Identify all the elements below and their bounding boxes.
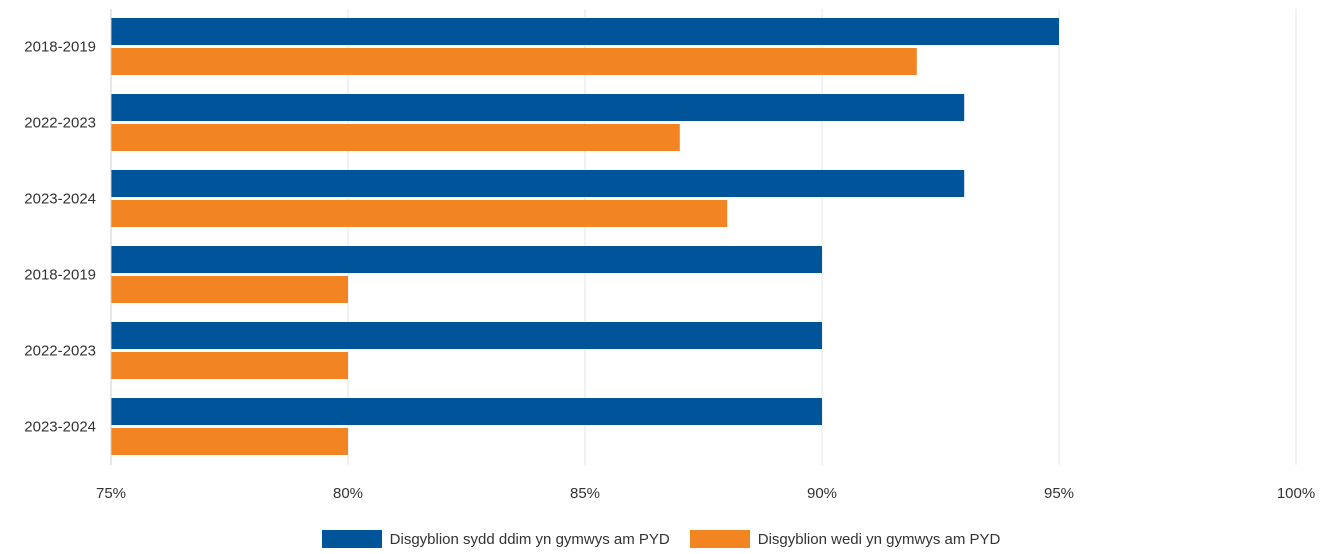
gridlines xyxy=(347,9,1297,465)
legend-swatch-series-1 xyxy=(321,530,382,548)
bar-series-1[interactable] xyxy=(111,18,1059,45)
x-tick-label: 85% xyxy=(570,485,600,502)
legend-item-series-1[interactable]: Disgyblion sydd ddim yn gymwys am PYD xyxy=(321,530,670,548)
y-category-label: 2023-2024 xyxy=(24,191,96,208)
legend-label-series-1: Disgyblion sydd ddim yn gymwys am PYD xyxy=(389,530,670,548)
bar-series-2[interactable] xyxy=(111,48,917,75)
bar-series-2[interactable] xyxy=(111,352,348,379)
x-tick-label: 90% xyxy=(807,485,837,502)
bar-series-2[interactable] xyxy=(111,200,728,227)
y-category-label: 2022-2023 xyxy=(24,115,96,132)
x-tick-label: 80% xyxy=(333,485,363,502)
legend: Disgyblion sydd ddim yn gymwys am PYD Di… xyxy=(0,528,1322,550)
bar-series-1[interactable] xyxy=(111,246,822,273)
bars xyxy=(111,18,1059,455)
bar-series-1[interactable] xyxy=(111,322,822,349)
axes: 75% 80% 85% 90% 95% 100% 2018-2019 2022-2023 202… xyxy=(24,9,1315,502)
y-category-label: 2023-2024 xyxy=(24,419,96,436)
x-tick-label: 100% xyxy=(1277,485,1315,502)
y-category-label: 2018-2019 xyxy=(24,267,96,284)
legend-label-series-2: Disgyblion wedi yn gymwys am PYD xyxy=(757,530,1001,548)
bar-series-2[interactable] xyxy=(111,276,348,303)
legend-item-series-2[interactable]: Disgyblion wedi yn gymwys am PYD xyxy=(689,530,1001,548)
y-category-label: 2022-2023 xyxy=(24,343,96,360)
bar-series-2[interactable] xyxy=(111,428,348,455)
bar-series-2[interactable] xyxy=(111,124,680,151)
bar-series-1[interactable] xyxy=(111,94,965,121)
legend-swatch-series-2 xyxy=(689,530,750,548)
x-tick-label: 75% xyxy=(96,485,126,502)
bar-series-1[interactable] xyxy=(111,170,965,197)
x-tick-label: 95% xyxy=(1044,485,1074,502)
y-category-label: 2018-2019 xyxy=(24,39,96,56)
bar-series-1[interactable] xyxy=(111,398,822,425)
